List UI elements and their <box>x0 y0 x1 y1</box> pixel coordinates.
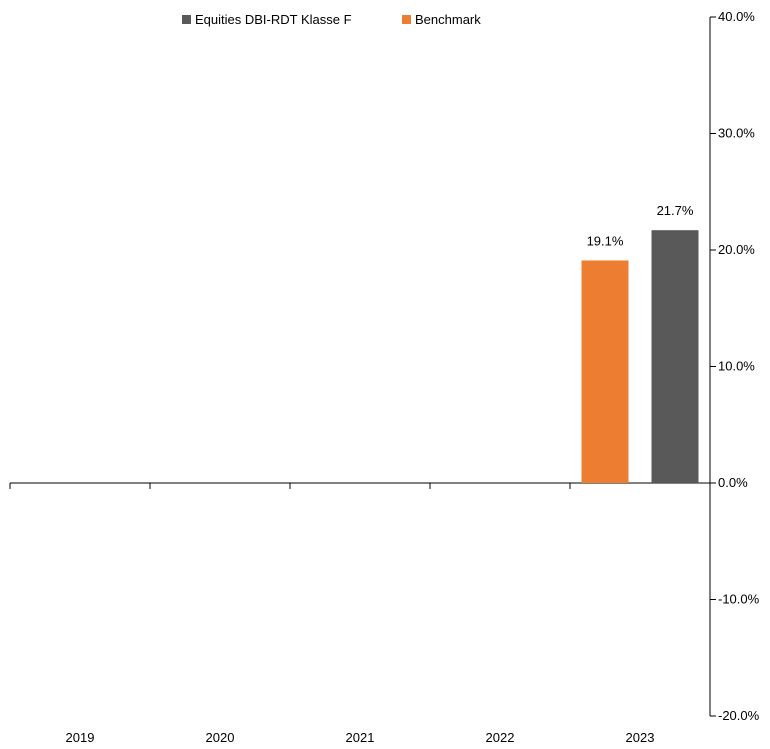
legend: Equities DBI-RDT Klasse F Benchmark <box>0 12 770 30</box>
legend-label-fund: Equities DBI-RDT Klasse F <box>195 12 352 27</box>
legend-label-benchmark: Benchmark <box>415 12 481 27</box>
bar <box>651 230 699 483</box>
legend-item-fund: Equities DBI-RDT Klasse F <box>182 12 352 27</box>
y-tick-label: 20.0% <box>718 242 755 257</box>
x-tick-label: 2020 <box>206 730 235 745</box>
legend-item-benchmark: Benchmark <box>402 12 481 27</box>
y-tick-label: 30.0% <box>718 126 755 141</box>
bar <box>581 260 629 483</box>
y-tick-label: 10.0% <box>718 359 755 374</box>
y-tick-label: -10.0% <box>718 592 760 607</box>
x-tick-label: 2019 <box>66 730 95 745</box>
y-tick-label: -20.0% <box>718 708 760 723</box>
data-label: 21.7% <box>657 203 694 218</box>
x-tick-label: 2021 <box>346 730 375 745</box>
y-tick-label: 0.0% <box>718 475 748 490</box>
x-tick-label: 2022 <box>486 730 515 745</box>
data-label: 19.1% <box>587 233 624 248</box>
legend-swatch-fund <box>182 15 191 24</box>
legend-swatch-benchmark <box>402 15 411 24</box>
y-tick-label: 40.0% <box>718 9 755 24</box>
x-tick-label: 2023 <box>626 730 655 745</box>
